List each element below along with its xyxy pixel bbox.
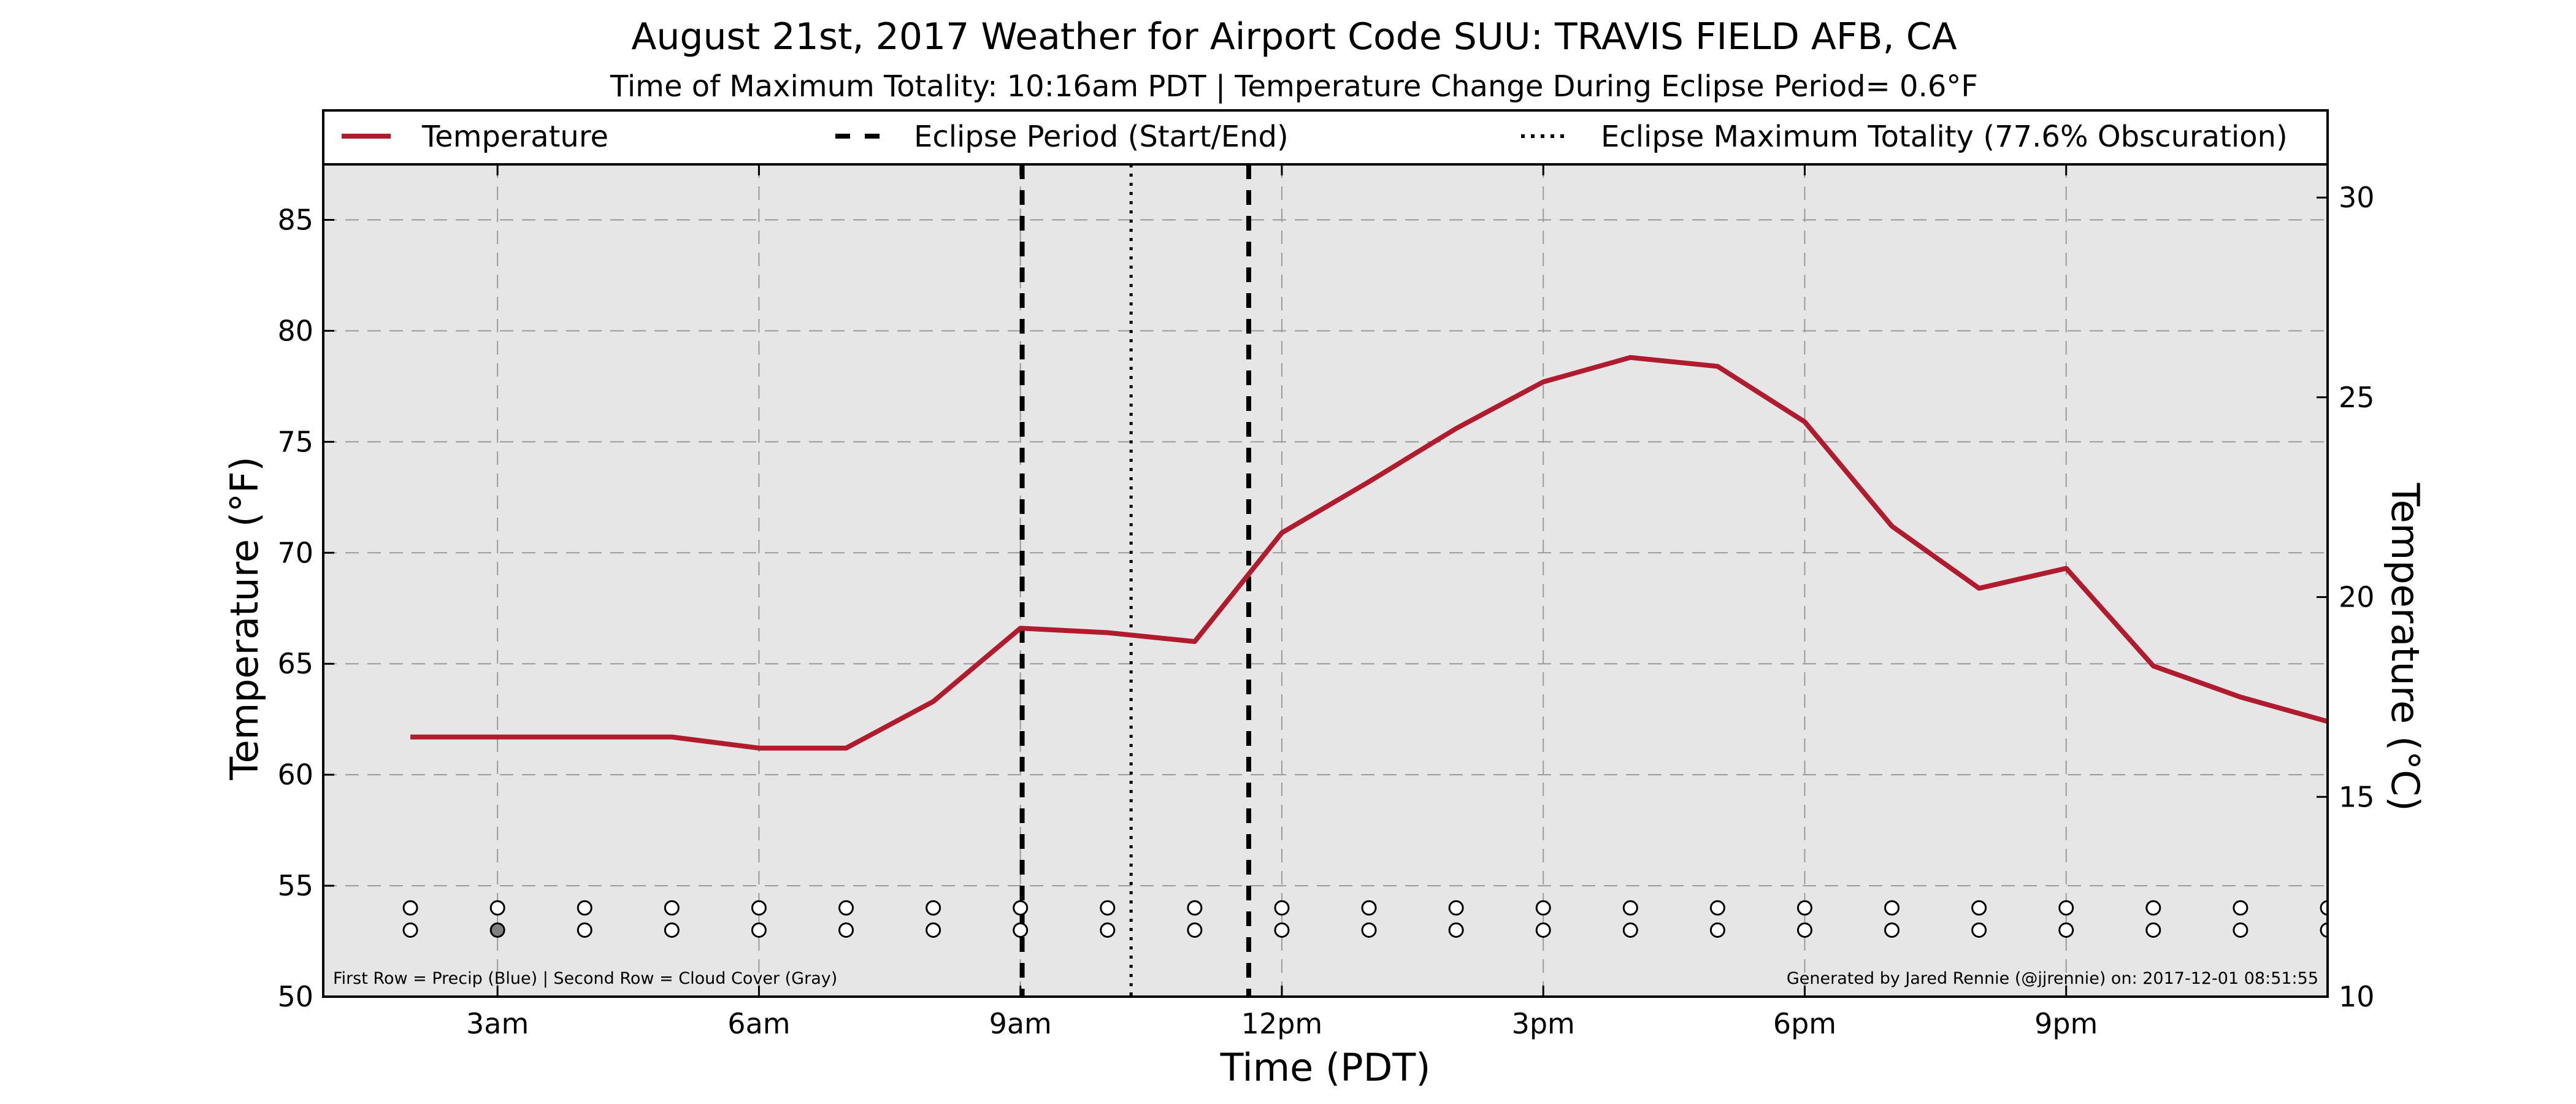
- cloud-cover-marker: [2058, 922, 2074, 938]
- legend-box: [322, 109, 2329, 166]
- y-tick-label: 80: [277, 314, 313, 347]
- cloud-cover-marker: [926, 922, 941, 938]
- cloud-cover-marker: [577, 922, 592, 938]
- precip-marker: [2233, 900, 2248, 916]
- cloud-cover-marker: [1100, 922, 1116, 938]
- x-tick-label: 3pm: [1512, 1007, 1575, 1040]
- temperature-line: [410, 355, 2328, 751]
- y-tick-label: 50: [277, 980, 313, 1013]
- series-lines: [410, 355, 2328, 751]
- legend-label-eclipse-max: Eclipse Maximum Totality (77.6% Obscurat…: [1601, 120, 2288, 154]
- footnote-left: First Row = Precip (Blue) | Second Row =…: [333, 969, 837, 988]
- cloud-cover-marker: [1884, 922, 1900, 938]
- precip-marker: [1448, 900, 1464, 916]
- cloud-cover-marker: [1361, 922, 1377, 938]
- y-right-tick-label: 15: [2339, 780, 2375, 813]
- legend: Temperature Eclipse Period (Start/End) E…: [322, 109, 2329, 166]
- precip-marker: [751, 900, 767, 916]
- y-tick-label: 75: [277, 425, 313, 458]
- cloud-cover-marker: [1622, 922, 1638, 938]
- chart-title: August 21st, 2017 Weather for Airport Co…: [631, 15, 1957, 58]
- precip-marker: [664, 900, 680, 916]
- cloud-cover-marker: [1187, 922, 1203, 938]
- observation-rows: [402, 900, 2328, 938]
- cloud-cover-marker: [1535, 922, 1551, 938]
- legend-label-eclipse-period: Eclipse Period (Start/End): [914, 120, 1289, 154]
- precip-marker: [1884, 900, 1900, 916]
- x-tick-label: 12pm: [1241, 1007, 1323, 1040]
- cloud-cover-marker: [1709, 922, 1725, 938]
- cloud-cover-marker: [1971, 922, 1987, 938]
- cloud-cover-marker: [838, 922, 854, 938]
- precip-marker: [1361, 900, 1377, 916]
- x-axis-label: Time (PDT): [1220, 1045, 1431, 1090]
- y-right-tick-label: 20: [2339, 581, 2375, 614]
- y-tick-label: 55: [277, 869, 313, 902]
- precip-marker: [2058, 900, 2074, 916]
- x-tick-label: 6am: [727, 1007, 790, 1040]
- precip-marker: [1971, 900, 1987, 916]
- precip-marker: [2145, 900, 2161, 916]
- cloud-cover-marker: [1274, 922, 1290, 938]
- y-right-tick-label: 30: [2339, 181, 2375, 214]
- precip-marker: [2320, 900, 2328, 916]
- cloud-cover-marker: [2145, 922, 2161, 938]
- chart-subtitle: Time of Maximum Totality: 10:16am PDT | …: [610, 69, 1978, 104]
- precip-marker: [838, 900, 854, 916]
- precip-marker: [1622, 900, 1638, 916]
- cloud-cover-marker: [1796, 922, 1812, 938]
- precip-marker: [926, 900, 941, 916]
- cloud-cover-marker: [2320, 922, 2328, 938]
- precip-marker: [1535, 900, 1551, 916]
- x-tick-label: 3am: [466, 1007, 529, 1040]
- precip-marker: [1709, 900, 1725, 916]
- precip-marker: [489, 900, 505, 916]
- y-axis-label: Temperature (°F): [222, 456, 267, 780]
- precip-marker: [1100, 900, 1116, 916]
- cloud-cover-marker: [402, 922, 418, 938]
- axis-ticks: 3am 6am 9am 12pm 3pm 6pm 9pm 50 55 60 65 70 75 80 85 10…: [277, 164, 2375, 1040]
- precip-marker: [402, 900, 418, 916]
- precip-marker: [1796, 900, 1812, 916]
- y-right-tick-label: 10: [2339, 980, 2375, 1013]
- cloud-cover-marker: [489, 922, 505, 938]
- legend-label-temperature: Temperature: [421, 120, 608, 154]
- plot-background: [323, 164, 2328, 997]
- y-tick-label: 70: [277, 536, 313, 569]
- precip-marker: [577, 900, 592, 916]
- grid-lines: [323, 164, 2328, 997]
- precip-marker: [1013, 900, 1029, 916]
- cloud-cover-marker: [664, 922, 680, 938]
- cloud-cover-marker: [2233, 922, 2248, 938]
- y-axis-label-right: Temperature (°C): [2383, 482, 2428, 811]
- precip-marker: [1187, 900, 1203, 916]
- precip-marker: [1274, 900, 1290, 916]
- footnote-right: Generated by Jared Rennie (@jjrennie) on…: [1787, 969, 2318, 988]
- x-tick-label: 6pm: [1773, 1007, 1836, 1040]
- cloud-cover-marker: [751, 922, 767, 938]
- x-tick-label: 9am: [989, 1007, 1052, 1040]
- y-tick-label: 65: [277, 647, 313, 680]
- y-tick-label: 60: [277, 758, 313, 791]
- eclipse-markers: [1019, 164, 1251, 997]
- cloud-cover-marker: [1013, 922, 1029, 938]
- y-tick-label: 85: [277, 203, 313, 236]
- x-tick-label: 9pm: [2034, 1007, 2098, 1040]
- y-right-tick-label: 25: [2339, 381, 2375, 414]
- cloud-cover-marker: [1448, 922, 1464, 938]
